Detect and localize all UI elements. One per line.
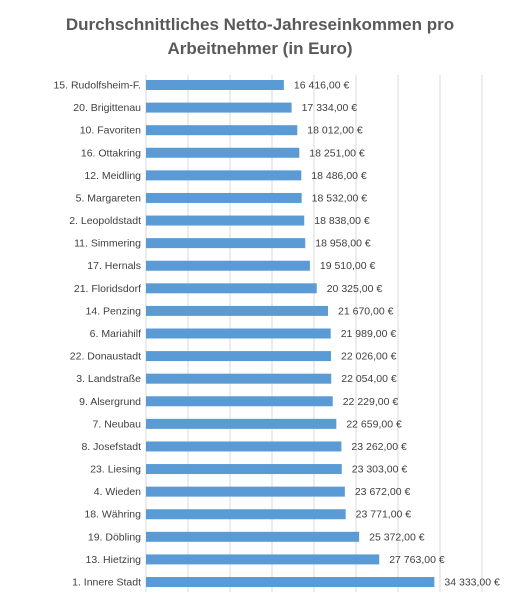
category-label: 17. Hernals: [87, 260, 141, 272]
bar: [146, 283, 317, 294]
bar: [146, 554, 380, 565]
data-label: 18 251,00 €: [309, 147, 365, 159]
bar: [146, 531, 360, 542]
data-label: 17 334,00 €: [302, 102, 358, 114]
bar: [146, 396, 333, 407]
bar: [146, 351, 332, 362]
category-label: 23. Liesing: [90, 464, 141, 476]
data-label: 18 958,00 €: [315, 238, 371, 250]
category-label: 3. Landstraße: [76, 373, 141, 385]
category-label: 20. Brigittenau: [73, 102, 141, 114]
bar: [146, 464, 342, 475]
bar: [146, 170, 302, 181]
data-label: 22 054,00 €: [341, 373, 397, 385]
bar: [146, 102, 292, 113]
chart-title-line1: Durchschnittliches Netto-Jahreseinkommen…: [65, 15, 455, 34]
category-label: 19. Döbling: [88, 531, 141, 543]
data-label: 18 532,00 €: [312, 192, 368, 204]
data-label: 25 372,00 €: [369, 531, 425, 543]
bar: [146, 260, 310, 271]
chart-title: Durchschnittliches Netto-Jahreseinkommen…: [0, 13, 520, 61]
bar: [146, 486, 345, 497]
bar: [146, 373, 332, 384]
category-label: 1. Innere Stadt: [72, 577, 141, 589]
category-label: 9. Alsergrund: [79, 396, 141, 408]
data-label: 22 229,00 €: [343, 396, 399, 408]
data-label: 18 838,00 €: [314, 215, 370, 227]
category-label: 15. Rudolfsheim-F.: [53, 80, 141, 92]
data-label: 23 303,00 €: [352, 464, 408, 476]
data-label: 20 325,00 €: [327, 283, 383, 295]
category-label: 22. Donaustadt: [70, 351, 141, 363]
bar: [146, 192, 302, 203]
category-label: 7. Neubau: [93, 418, 142, 430]
data-label: 16 416,00 €: [294, 80, 350, 92]
data-label: 23 672,00 €: [355, 486, 411, 498]
bar: [146, 305, 329, 316]
bar: [146, 125, 298, 136]
category-label: 14. Penzing: [86, 305, 142, 317]
data-label: 23 771,00 €: [356, 509, 412, 521]
bar: [146, 418, 337, 429]
category-label: 10. Favoriten: [80, 125, 141, 137]
data-label: 21 989,00 €: [341, 328, 397, 340]
bar: [146, 441, 342, 452]
category-label: 16. Ottakring: [81, 147, 141, 159]
category-label: 2. Leopoldstadt: [69, 215, 141, 227]
data-label: 19 510,00 €: [320, 260, 376, 272]
bar: [146, 509, 346, 520]
bar: [146, 328, 331, 339]
data-label: 22 026,00 €: [341, 351, 397, 363]
bar: [146, 147, 300, 158]
category-label: 5. Margareten: [76, 192, 142, 204]
category-label: 21. Floridsdorf: [74, 283, 141, 295]
category-label: 11. Simmering: [74, 238, 141, 250]
category-label: 12. Meidling: [84, 170, 141, 182]
category-label: 13. Hietzing: [86, 554, 142, 566]
category-label: 4. Wieden: [94, 486, 141, 498]
bar: [146, 238, 306, 249]
data-label: 18 486,00 €: [311, 170, 367, 182]
category-label: 8. Josefstadt: [81, 441, 141, 453]
category-label: 18. Währing: [84, 509, 141, 521]
data-label: 18 012,00 €: [307, 125, 363, 137]
bar: [146, 577, 435, 587]
data-label: 22 659,00 €: [346, 418, 402, 430]
bar: [146, 80, 284, 90]
category-label: 6. Mariahilf: [90, 328, 141, 340]
bar: [146, 215, 305, 226]
data-label: 23 262,00 €: [351, 441, 407, 453]
data-label: 27 763,00 €: [389, 554, 445, 566]
chart-title-line2: Arbeitnehmer (in Euro): [167, 39, 353, 58]
data-label: 34 333,00 €: [444, 577, 500, 589]
data-label: 21 670,00 €: [338, 305, 394, 317]
